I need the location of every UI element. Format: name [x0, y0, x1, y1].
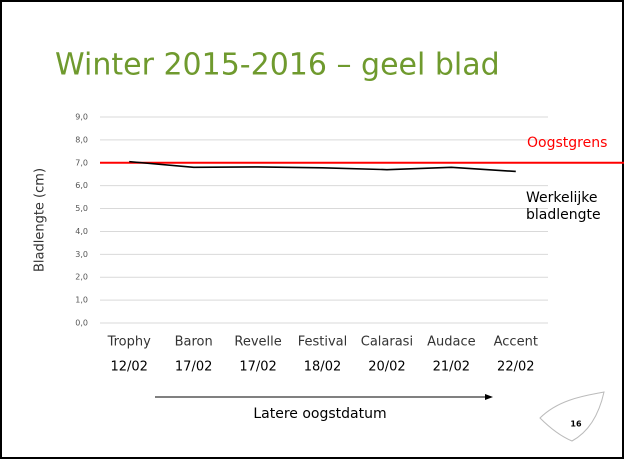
y-tick-label: 7,0 — [75, 158, 88, 167]
y-tick-label: 4,0 — [75, 227, 88, 236]
y-tick-label: 3,0 — [75, 250, 88, 259]
y-axis-label: Bladlengte (cm) — [33, 168, 48, 272]
y-tick-label: 0,0 — [75, 319, 88, 328]
y-tick-label: 5,0 — [75, 204, 88, 213]
data-line — [129, 160, 516, 173]
x-date-label: 21/02 — [433, 360, 470, 375]
x-axis-label: Latere oogstdatum — [253, 406, 386, 422]
x-date-label: 22/02 — [497, 360, 534, 375]
y-tick-label: 9,0 — [75, 113, 88, 122]
reference-label: Oogstgrens — [527, 135, 607, 151]
y-tick-label: 8,0 — [75, 135, 88, 144]
x-tick-label: Audace — [427, 335, 476, 350]
x-date-label: 17/02 — [239, 360, 276, 375]
x-tick-label: Trophy — [107, 335, 152, 350]
x-tick-label: Calarasi — [361, 335, 413, 350]
x-arrow-head — [485, 394, 493, 400]
x-date-label: 20/02 — [368, 360, 405, 375]
x-tick-label: Accent — [494, 335, 538, 350]
x-date-label: 12/02 — [110, 360, 147, 375]
x-date-label: 17/02 — [175, 360, 212, 375]
y-tick-label: 6,0 — [75, 181, 88, 190]
y-tick-label: 1,0 — [75, 296, 88, 305]
x-tick-label: Revelle — [234, 335, 281, 350]
x-tick-label: Festival — [298, 335, 348, 350]
x-date-label: 18/02 — [304, 360, 341, 375]
y-tick-label: 2,0 — [75, 273, 88, 282]
x-tick-label: Baron — [175, 335, 213, 350]
legend-label: Werkelijke bladlengte — [526, 190, 601, 223]
leaf-icon — [539, 391, 605, 442]
chart-title: Winter 2015-2016 – geel blad — [55, 48, 500, 83]
page-number: 16 — [570, 420, 582, 429]
